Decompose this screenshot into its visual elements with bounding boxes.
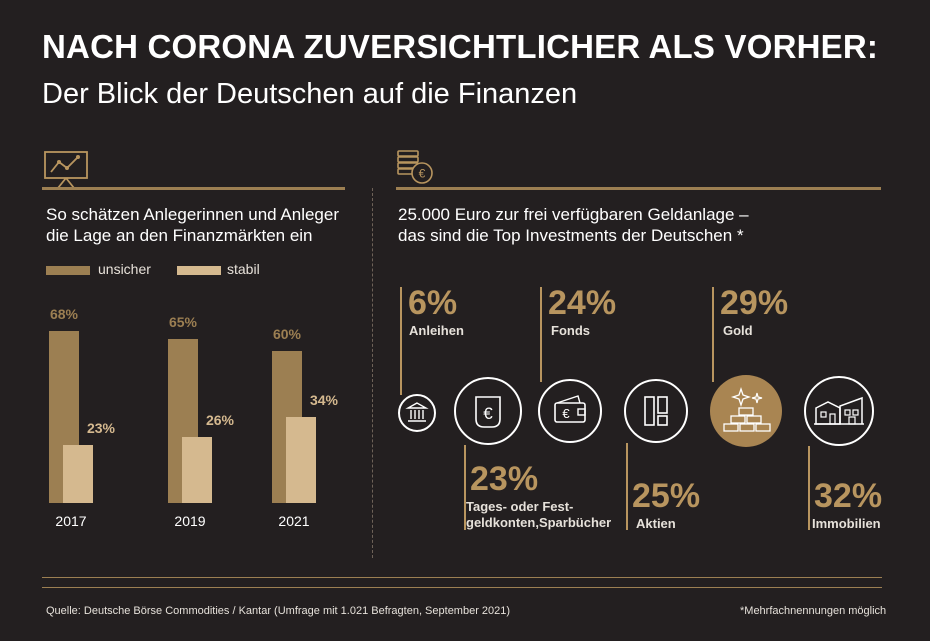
- bar-label-unsicher-2019: 65%: [168, 313, 198, 330]
- bar-unsicher-2019: [168, 338, 198, 503]
- footer-note: *Mehrfachnennungen möglich: [740, 605, 887, 617]
- right-heading-line1: 25.000 Euro zur frei verfügbaren Geldanl…: [398, 205, 749, 224]
- wallet-euro-icon: €: [554, 395, 586, 423]
- gold-bars-icon: [723, 386, 771, 432]
- tagesgeld-line: [464, 445, 466, 530]
- tagesgeld-label-line1: Tages- oder Fest-: [466, 499, 574, 514]
- houses-icon: [814, 396, 864, 425]
- euro-note-icon: €: [475, 396, 501, 428]
- bar-unsicher-2017: [49, 330, 79, 503]
- page-subtitle: Der Blick der Deutschen auf die Finanzen: [42, 78, 578, 110]
- svg-text:€: €: [419, 167, 426, 181]
- aktien-value: 25%: [632, 477, 701, 515]
- fonds-line: [540, 287, 542, 382]
- bar-label-stabil-2017: 23%: [86, 419, 116, 436]
- stock-panels-icon: [644, 396, 668, 426]
- immobilien-value: 32%: [814, 477, 883, 515]
- x-tick-2019: 2019: [174, 513, 206, 529]
- legend-swatch-stabil: [177, 266, 221, 275]
- gold-circle: [710, 375, 782, 447]
- anleihen-circle: [398, 394, 436, 432]
- bar-label-stabil-2021: 34%: [309, 391, 339, 408]
- right-heading-line2: das sind die Top Investments der Deutsch…: [398, 226, 744, 245]
- bar-stabil-2017: [63, 444, 93, 503]
- bar-stabil-2021: [286, 416, 316, 503]
- x-tick-2021: 2021: [278, 513, 310, 529]
- aktien-circle: [624, 379, 688, 443]
- tagesgeld-label-line2: geldkonten,Sparbücher: [466, 515, 612, 530]
- page-title: NACH CORONA ZUVERSICHTLICHER ALS VORHER:: [42, 28, 879, 65]
- left-heading-line1: So schätzen Anlegerinnen und Anleger: [46, 205, 340, 224]
- anleihen-value: 6%: [408, 284, 458, 322]
- bank-building-icon: [405, 402, 429, 422]
- immobilien-label: Immobilien: [812, 516, 881, 531]
- immobilien-line: [808, 446, 810, 530]
- right-rule: [396, 187, 881, 190]
- immobilien-circle: [804, 376, 874, 446]
- bar-unsicher-2021: [272, 351, 302, 503]
- svg-text:€: €: [483, 404, 493, 423]
- gold-line: [712, 287, 714, 382]
- anleihen-label: Anleihen: [409, 323, 464, 338]
- footer-rule-top: [42, 577, 882, 578]
- left-heading-line2: die Lage an den Finanzmärkten ein: [46, 226, 313, 245]
- coin-stack-euro-icon: €: [397, 150, 433, 184]
- aktien-label: Aktien: [636, 516, 676, 531]
- panel-divider: [372, 188, 373, 558]
- anleihen-line: [400, 287, 402, 395]
- footer-rule-bottom: [42, 587, 882, 588]
- gold-value: 29%: [720, 284, 789, 322]
- aktien-line: [626, 443, 628, 530]
- bar-label-stabil-2019: 26%: [205, 412, 235, 429]
- legend-swatch-unsicher: [46, 266, 90, 275]
- fonds-value: 24%: [548, 284, 617, 322]
- gold-label: Gold: [723, 323, 753, 338]
- footer-source: Quelle: Deutsche Börse Commodities / Kan…: [46, 605, 511, 617]
- fonds-label: Fonds: [551, 323, 590, 338]
- bar-label-unsicher-2021: 60%: [272, 326, 302, 343]
- bar-stabil-2019: [182, 437, 212, 503]
- bar-label-unsicher-2017: 68%: [49, 305, 79, 322]
- legend-label-stabil: stabil: [227, 261, 260, 277]
- fonds-circle: €: [538, 379, 602, 443]
- tagesgeld-value: 23%: [470, 460, 539, 498]
- x-tick-2017: 2017: [55, 513, 87, 529]
- left-rule: [42, 187, 345, 190]
- chart-board-icon: [44, 151, 88, 189]
- tagesgeld-circle: €: [454, 377, 522, 445]
- svg-text:€: €: [562, 406, 570, 421]
- legend-label-unsicher: unsicher: [98, 261, 151, 277]
